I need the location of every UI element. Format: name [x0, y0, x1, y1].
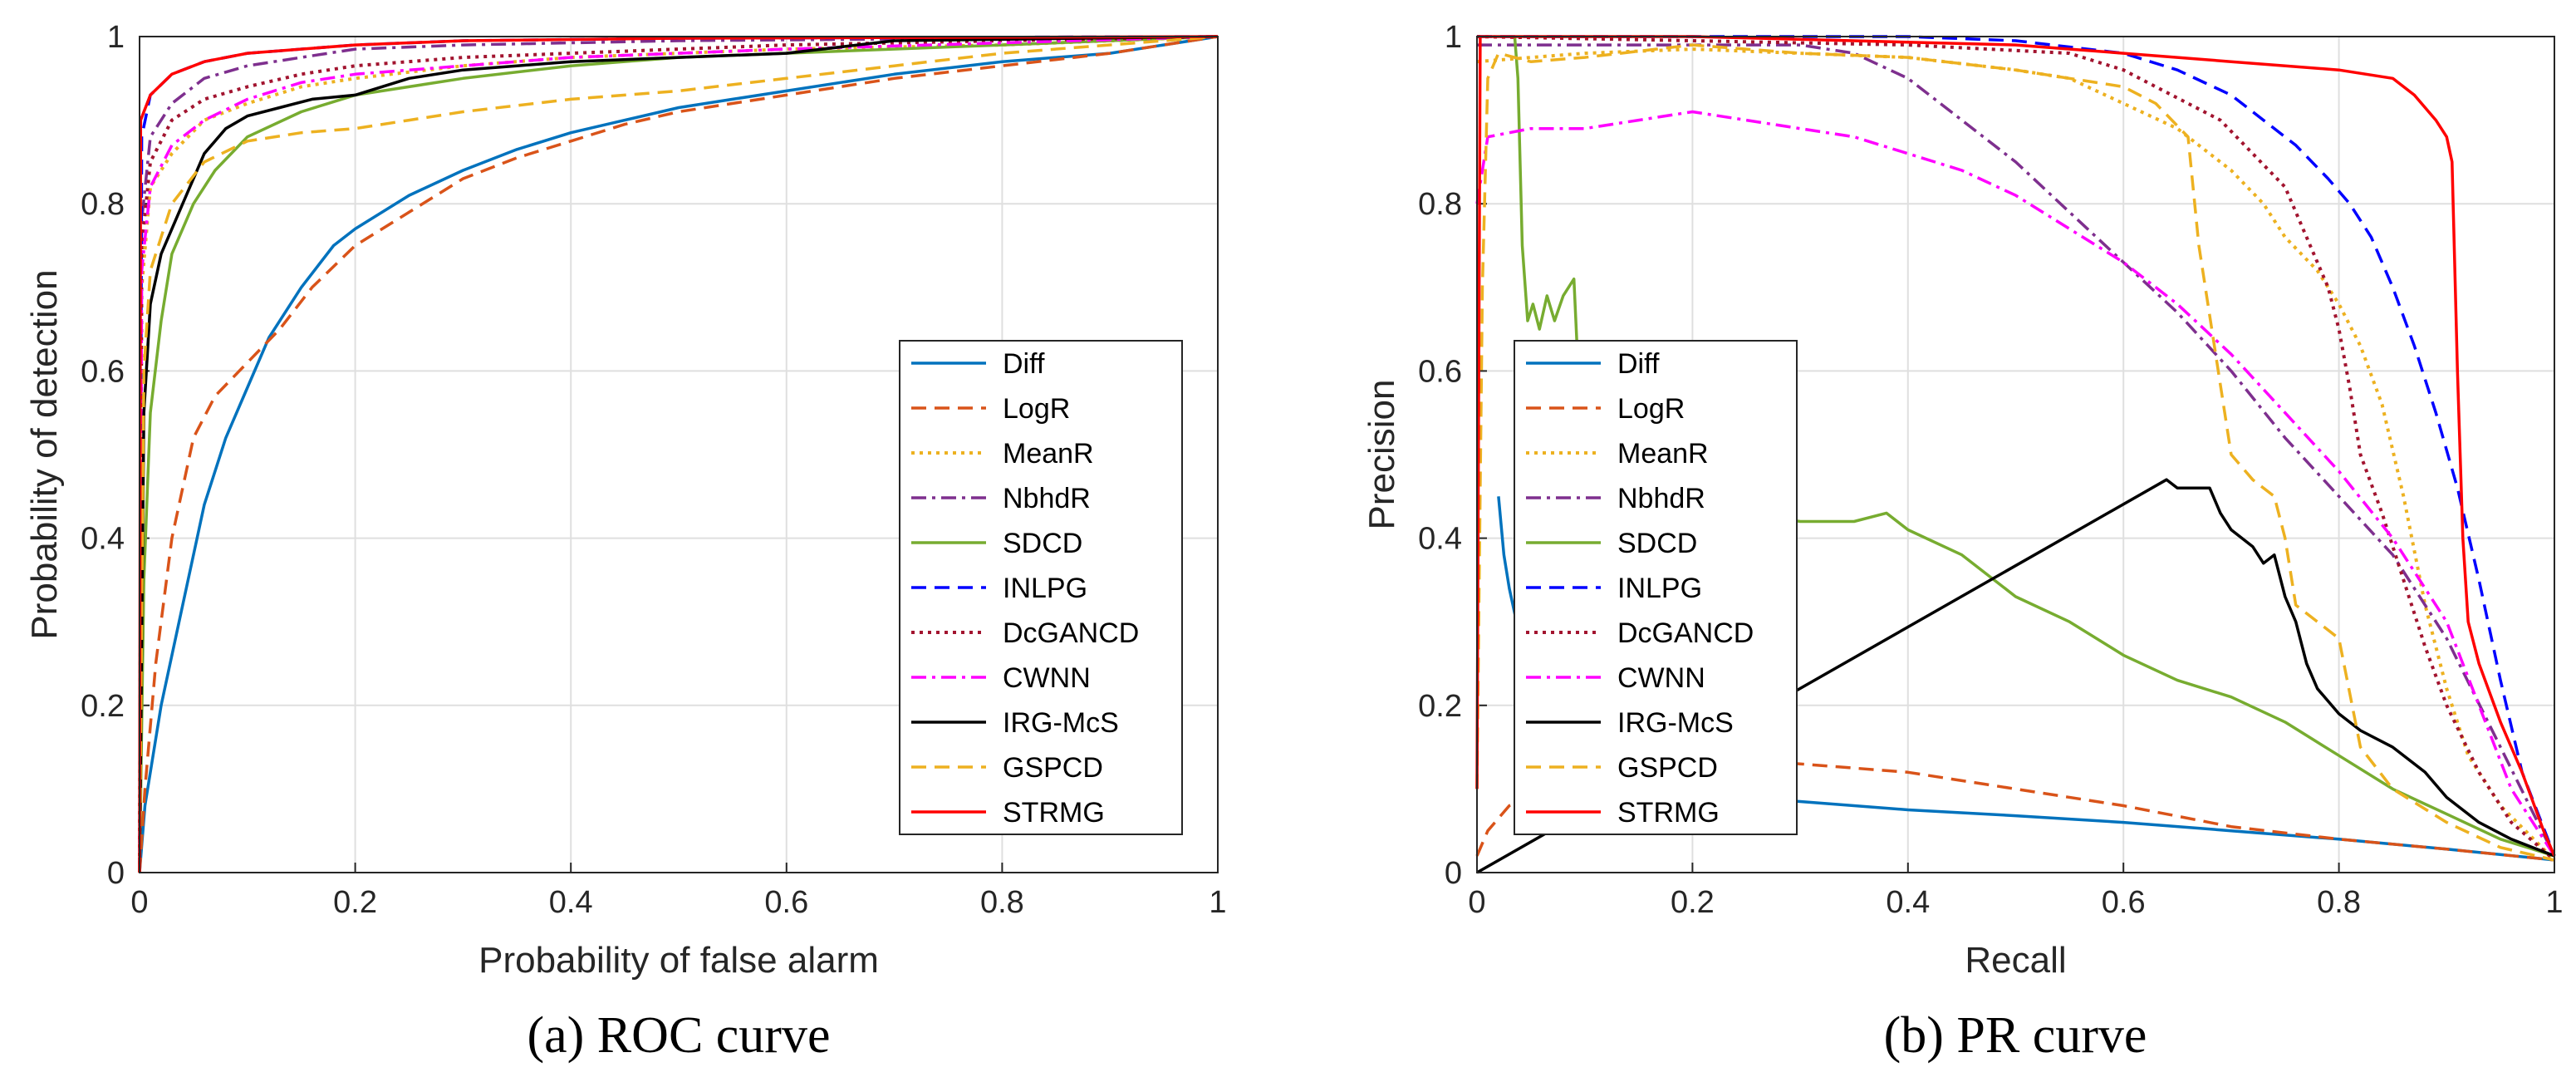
- legend-label: CWNN: [1003, 662, 1091, 694]
- legend-label: Diff: [1617, 348, 1660, 380]
- series-line-gspcd: [138, 35, 1219, 873]
- y-tick-label: 0: [1445, 856, 1462, 891]
- legend-label: IRG-McS: [1003, 707, 1119, 739]
- x-tick-label: 0.6: [2102, 885, 2146, 920]
- series-line-logr: [138, 35, 1219, 873]
- series-line-strmg: [138, 35, 1219, 873]
- legend: Diff LogR MeanR NbhdR SDCD INLPG DcGANCD CWNN IR…: [899, 340, 1183, 835]
- x-tick-label: 0.4: [1886, 885, 1930, 920]
- y-axis-label: Probability of detection: [24, 269, 65, 639]
- x-tick-label: 0: [1468, 885, 1485, 920]
- legend-label: CWNN: [1617, 662, 1705, 694]
- axes-frame: [139, 36, 1219, 873]
- axes-frame: [1476, 36, 2555, 873]
- series-line-meanr: [138, 35, 1219, 873]
- legend-label: INLPG: [1003, 573, 1087, 604]
- legend: Diff LogR MeanR NbhdR SDCD INLPG DcGANCD CWNN IR…: [1514, 340, 1798, 835]
- series-line-logr: [1475, 754, 2555, 862]
- x-tick-label: 0.6: [764, 885, 808, 920]
- legend-label: GSPCD: [1617, 752, 1718, 784]
- y-tick-label: 1: [107, 20, 125, 55]
- legend-label: NbhdR: [1617, 483, 1705, 514]
- legend-label: MeanR: [1617, 438, 1709, 470]
- x-tick-label: 0: [130, 885, 148, 920]
- y-tick-label: 0.8: [1418, 187, 1462, 222]
- legend-label: IRG-McS: [1617, 707, 1734, 739]
- series-line-diff: [138, 35, 1219, 873]
- x-tick-label: 1: [2545, 885, 2563, 920]
- legend-label: SDCD: [1617, 528, 1697, 559]
- series-line-inlpg: [1477, 35, 2556, 857]
- y-tick-label: 0.6: [81, 354, 125, 389]
- y-tick-label: 0.4: [81, 522, 125, 557]
- figure-caption: (b) PR curve: [1884, 1007, 2147, 1064]
- series-line-irg-mcs: [1476, 478, 2555, 874]
- y-tick-label: 0.6: [1418, 354, 1462, 389]
- series-lines: [138, 35, 1219, 873]
- series-line-cwnn: [1475, 110, 2556, 857]
- x-tick-label: 0.2: [333, 885, 377, 920]
- y-tick-label: 0.2: [1418, 689, 1462, 724]
- legend-label: LogR: [1003, 393, 1070, 425]
- x-axis-label: Probability of false alarm: [478, 940, 879, 981]
- legend-label: MeanR: [1003, 438, 1094, 470]
- legend-label: Diff: [1003, 348, 1045, 380]
- x-tick-label: 0.2: [1671, 885, 1715, 920]
- x-tick-label: 0.8: [2317, 885, 2361, 920]
- x-tick-label: 0.8: [980, 885, 1024, 920]
- x-tick-label: 0.4: [549, 885, 593, 920]
- y-tick-label: 0.8: [81, 187, 125, 222]
- legend-label: GSPCD: [1003, 752, 1103, 784]
- legend-label: STRMG: [1617, 797, 1720, 829]
- x-tick-label: 1: [1209, 885, 1226, 920]
- pr-chart: 0 0.2 0.4 0.6 0.8 1 0 0.2 0.4 0.6 0.8 1 Recall Precis…: [1362, 20, 2564, 1064]
- x-axis-label: Recall: [1965, 940, 2066, 981]
- series-line-irg-mcs: [138, 35, 1219, 873]
- y-tick-label: 0.4: [1418, 522, 1462, 557]
- series-line-meanr: [1476, 47, 2556, 862]
- y-tick-label: 0.2: [81, 689, 125, 724]
- series-line-dcgancd: [1476, 35, 2556, 862]
- series-lines: [1475, 35, 2556, 874]
- y-tick-label: 1: [1445, 20, 1462, 55]
- legend-label: NbhdR: [1003, 483, 1091, 514]
- legend-label: LogR: [1617, 393, 1685, 425]
- legend-label: DcGANCD: [1617, 617, 1754, 649]
- series-line-strmg: [1475, 35, 2556, 857]
- series-line-cwnn: [138, 35, 1219, 873]
- y-axis-label: Precision: [1362, 380, 1402, 530]
- figure-caption: (a) ROC curve: [527, 1007, 831, 1064]
- series-line-gspcd: [1475, 43, 2555, 862]
- legend-label: STRMG: [1003, 797, 1105, 829]
- series-line-nbhdr: [138, 35, 1219, 873]
- legend-label: INLPG: [1617, 573, 1702, 604]
- y-tick-label: 0: [107, 856, 125, 891]
- roc-chart: 0 0.2 0.4 0.6 0.8 1 0 0.2 0.4 0.6 0.8 1 Probability …: [24, 20, 1227, 1064]
- legend-label: DcGANCD: [1003, 617, 1139, 649]
- legend-label: SDCD: [1003, 528, 1082, 559]
